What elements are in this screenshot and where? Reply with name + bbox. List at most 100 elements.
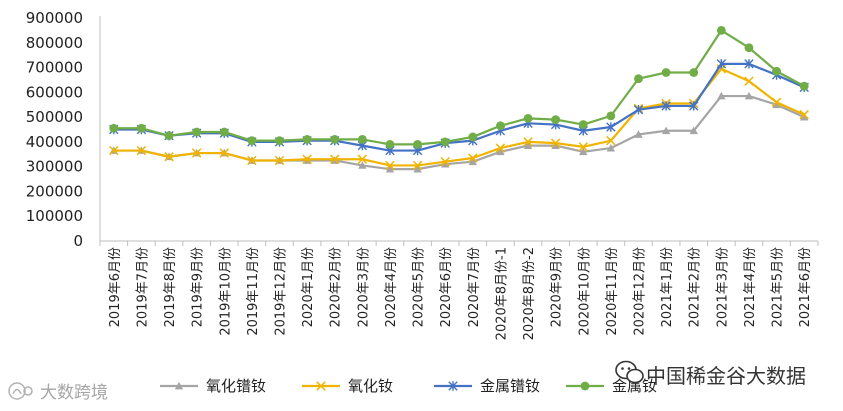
data-point bbox=[330, 154, 340, 164]
series-3 bbox=[109, 25, 809, 149]
x-tick-label: 2020年2月份 bbox=[329, 247, 344, 327]
legend-label: 氧化镨钕 bbox=[206, 377, 266, 395]
data-point bbox=[717, 91, 726, 100]
data-point bbox=[578, 120, 588, 129]
data-point bbox=[661, 126, 671, 135]
data-point bbox=[496, 147, 505, 156]
data-point bbox=[247, 155, 257, 166]
y-tick-label: 500000 bbox=[26, 108, 83, 126]
x-tick-label: 2019年6月份 bbox=[108, 247, 123, 327]
data-point bbox=[357, 135, 367, 144]
data-point bbox=[744, 91, 754, 100]
x-tick-label: 2020年10月份 bbox=[577, 247, 592, 336]
x-tick-label: 2021年3月份 bbox=[715, 247, 730, 327]
y-axis: 0 100000 200000 300000 400000 500000 600000 700… bbox=[26, 9, 101, 250]
data-point bbox=[772, 100, 781, 109]
legend-label: 金属镨钕 bbox=[480, 377, 540, 395]
x-tick-label: 2020年8月份-2 bbox=[522, 247, 537, 340]
data-point bbox=[440, 137, 450, 147]
data-point bbox=[634, 74, 643, 84]
data-point bbox=[302, 135, 312, 144]
x-tick-label: 2020年8月份-1 bbox=[494, 247, 509, 340]
data-point bbox=[551, 115, 561, 124]
data-point bbox=[247, 136, 257, 146]
legend-marker bbox=[174, 381, 184, 390]
data-point bbox=[219, 127, 229, 137]
data-point bbox=[716, 59, 727, 69]
x-tick-label: 2021年5月份 bbox=[771, 247, 786, 327]
x-tick-label: 2019年8月份 bbox=[163, 247, 178, 327]
data-point bbox=[385, 164, 395, 173]
data-point bbox=[109, 123, 119, 133]
data-point bbox=[661, 101, 671, 111]
data-point bbox=[440, 156, 450, 167]
watermark-right: 中国稀金谷大数据 bbox=[615, 360, 806, 388]
data-point bbox=[330, 135, 340, 144]
y-tick-label: 200000 bbox=[26, 182, 83, 200]
y-tick-label: 800000 bbox=[26, 34, 83, 52]
legend-label: 金属钕 bbox=[612, 377, 657, 395]
data-point bbox=[578, 142, 588, 152]
data-point bbox=[468, 153, 478, 163]
data-point bbox=[385, 160, 395, 171]
data-point bbox=[357, 154, 368, 164]
series-line bbox=[113, 29, 805, 146]
data-point bbox=[689, 68, 699, 77]
data-point bbox=[164, 131, 174, 141]
watermark-left-text: 大数跨境 bbox=[40, 383, 108, 403]
x-tick-label: 2020年4月份 bbox=[384, 247, 399, 327]
legend-item: 金属镨钕 bbox=[434, 377, 540, 395]
data-point bbox=[634, 130, 643, 138]
data-point bbox=[164, 152, 174, 162]
legend-item: 氧化镨钕 bbox=[160, 377, 266, 395]
series-2 bbox=[109, 59, 809, 156]
data-point bbox=[440, 159, 450, 168]
data-point bbox=[606, 135, 616, 146]
data-point bbox=[523, 141, 533, 149]
data-point bbox=[799, 112, 809, 121]
y-tick-label: 900000 bbox=[26, 9, 83, 27]
legend-marker bbox=[316, 381, 326, 391]
x-tick-label: 2021年1月份 bbox=[660, 247, 675, 327]
x-tick-label: 2020年6月份 bbox=[439, 247, 454, 327]
data-point bbox=[744, 59, 754, 69]
data-point bbox=[744, 43, 754, 53]
legend-label: 氧化钕 bbox=[348, 377, 393, 395]
legend-item: 金属钕 bbox=[566, 377, 657, 395]
data-point bbox=[136, 145, 147, 156]
y-tick-label: 400000 bbox=[26, 133, 83, 151]
x-tick-label: 2020年11月份 bbox=[605, 247, 620, 336]
data-point bbox=[606, 143, 616, 152]
data-point bbox=[496, 121, 505, 131]
data-point bbox=[606, 111, 616, 121]
series-line bbox=[113, 62, 805, 152]
legend-marker bbox=[448, 381, 458, 391]
data-point bbox=[579, 147, 588, 156]
data-point bbox=[412, 160, 423, 171]
y-tick-label: 700000 bbox=[26, 59, 83, 77]
x-tick-label: 2020年1月份 bbox=[301, 247, 316, 327]
legend: 氧化镨钕 氧化钕 金属镨钕 金属钕 bbox=[160, 377, 657, 395]
data-point bbox=[468, 132, 478, 142]
data-point bbox=[771, 97, 782, 107]
y-tick-label: 0 bbox=[73, 232, 83, 250]
brand-logo-icon bbox=[8, 382, 33, 400]
data-point bbox=[716, 25, 726, 35]
data-point bbox=[219, 148, 229, 158]
data-point bbox=[275, 136, 284, 146]
x-tick-label: 2019年10月份 bbox=[218, 247, 233, 336]
data-point bbox=[302, 154, 312, 164]
data-point bbox=[385, 139, 395, 149]
x-tick-label: 2021年6月份 bbox=[798, 247, 813, 327]
legend-item: 氧化钕 bbox=[302, 377, 393, 395]
data-point bbox=[109, 145, 119, 156]
x-axis: 2019年6月份 2019年7月份 2019年8月份 2019年9月份 2019年10月… bbox=[99, 240, 819, 340]
data-point bbox=[358, 161, 367, 169]
watermark-left: 大数跨境 bbox=[8, 382, 108, 403]
x-tick-label: 2020年3月份 bbox=[356, 247, 371, 327]
x-tick-label: 2021年2月份 bbox=[688, 247, 703, 327]
data-point bbox=[661, 68, 671, 77]
data-point bbox=[191, 148, 202, 158]
data-point bbox=[799, 81, 809, 91]
